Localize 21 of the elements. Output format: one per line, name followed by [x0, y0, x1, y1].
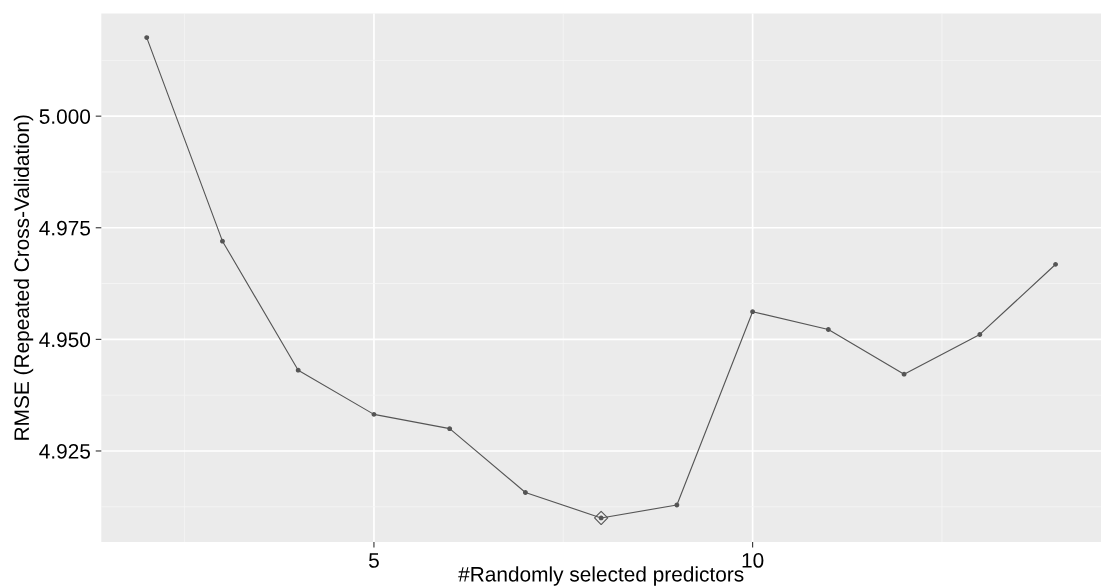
point [1053, 261, 1058, 267]
x-axis-title: #Randomly selected predictors [458, 566, 744, 586]
point [750, 309, 756, 315]
y-tick-label: 4.975 [39, 220, 91, 236]
point [674, 502, 680, 508]
point [447, 426, 453, 432]
x-tick-label: 5 [368, 553, 379, 568]
y-tick-label: 4.925 [39, 443, 91, 459]
point [522, 490, 528, 495]
point [371, 411, 377, 417]
y-axis-title: RMSE (Repeated Cross-Validation) [13, 115, 34, 440]
y-tick-label: 5.000 [39, 109, 91, 124]
point [594, 510, 609, 526]
point [295, 367, 301, 373]
point [977, 332, 983, 337]
y-tick-label: 4.950 [39, 332, 91, 348]
point [901, 371, 907, 377]
point [220, 238, 225, 244]
point [825, 327, 831, 332]
x-tick-label: 10 [742, 553, 764, 568]
point [144, 35, 150, 41]
